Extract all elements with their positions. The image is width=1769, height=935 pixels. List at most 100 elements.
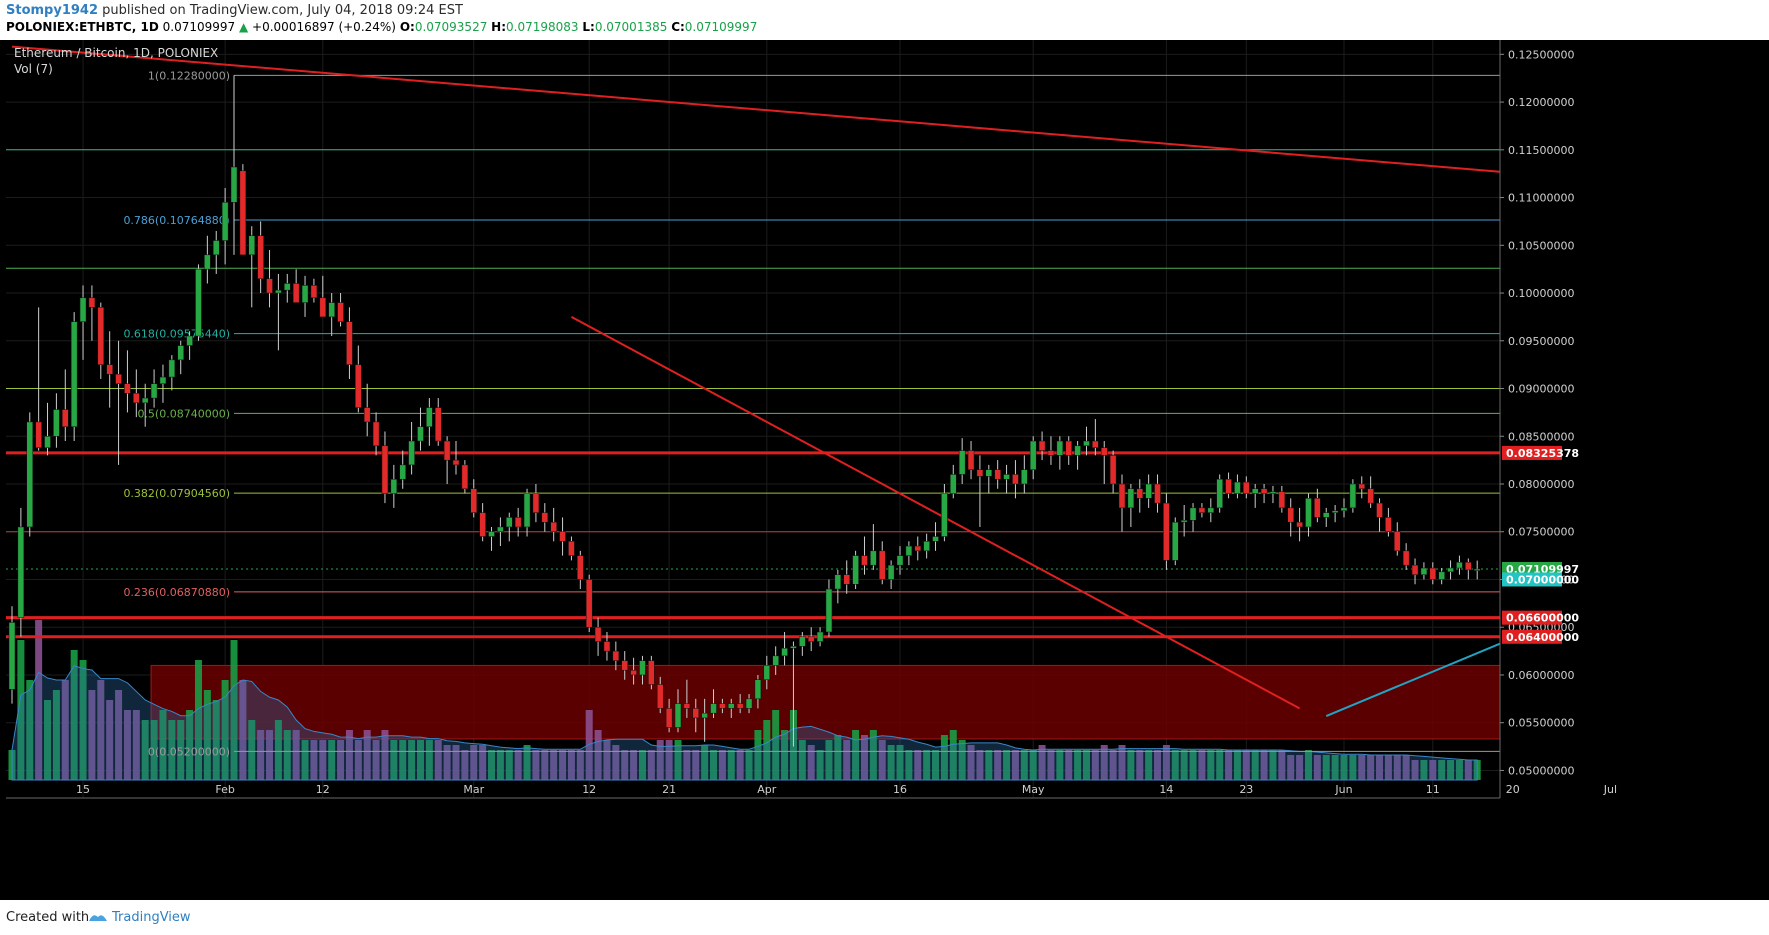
volume-bar bbox=[1331, 755, 1339, 780]
candle-body bbox=[168, 359, 176, 378]
candle-body bbox=[195, 268, 202, 337]
candle-body bbox=[941, 493, 948, 537]
candle-body bbox=[1473, 568, 1481, 571]
volume-bar bbox=[550, 750, 558, 780]
fibonacci-levels: 1(0.12280000) 0.786(0.10764880) 0.618(0.09… bbox=[123, 69, 1500, 758]
volume-bar bbox=[834, 735, 842, 780]
candle-body bbox=[26, 421, 34, 528]
volume-bar bbox=[1420, 760, 1428, 780]
candle-body bbox=[1198, 507, 1206, 513]
open-value: 0.07093527 bbox=[414, 20, 488, 34]
x-tick-label: 12 bbox=[582, 783, 596, 796]
candle-body bbox=[1243, 481, 1250, 494]
demand-zone-rect bbox=[150, 664, 1623, 740]
candle-body bbox=[248, 235, 256, 256]
volume-bar bbox=[523, 745, 531, 780]
volume-bar bbox=[239, 680, 247, 780]
volume-bar bbox=[416, 740, 424, 780]
candle-body bbox=[816, 631, 824, 642]
volume-bar bbox=[1376, 755, 1384, 780]
candle-body bbox=[630, 669, 637, 676]
candle-body bbox=[514, 517, 522, 528]
volume-bar bbox=[26, 680, 34, 780]
volume-bar bbox=[603, 740, 611, 780]
volume-bar bbox=[816, 750, 824, 780]
volume-bar bbox=[1011, 750, 1019, 780]
candle-body bbox=[887, 564, 895, 580]
candle-body bbox=[212, 240, 220, 256]
volume-bar bbox=[1109, 750, 1117, 780]
x-tick-label: Feb bbox=[215, 783, 234, 796]
volume-bar bbox=[1065, 750, 1073, 780]
candle-body bbox=[17, 526, 25, 618]
candle-body bbox=[443, 440, 451, 461]
x-tick-label: May bbox=[1022, 783, 1045, 796]
price-label: 0.08325378 bbox=[1506, 447, 1579, 460]
candle-body bbox=[434, 407, 442, 442]
candle-body bbox=[452, 459, 460, 466]
volume-bar bbox=[905, 750, 913, 780]
volume-bar bbox=[1216, 750, 1224, 780]
time-axis[interactable]: 15 Feb 12 Mar 12 21 Apr 16 May 14 23 Jun 11 20 Jul bbox=[6, 783, 1617, 799]
candle-body bbox=[843, 574, 850, 585]
candle-body bbox=[221, 202, 229, 241]
candle-body bbox=[1127, 488, 1135, 509]
candle-body bbox=[497, 526, 504, 532]
trendline bbox=[570, 316, 1301, 710]
volume-bar bbox=[1278, 750, 1286, 780]
candle-body bbox=[1047, 450, 1055, 456]
volume-bar bbox=[1358, 755, 1366, 780]
price-axis[interactable]: 0.12500000 0.12000000 0.11500000 0.11000000… bbox=[1499, 40, 1769, 900]
price-axis-panel bbox=[1500, 40, 1769, 900]
price-label: 0.06400000 bbox=[1506, 631, 1579, 644]
candle-body bbox=[621, 660, 628, 671]
candle-body bbox=[1092, 440, 1099, 448]
volume-bar bbox=[274, 720, 282, 780]
candle-body bbox=[1340, 507, 1348, 511]
candle-body bbox=[1269, 491, 1277, 494]
volume-bar bbox=[301, 740, 309, 780]
volume-bar bbox=[479, 745, 487, 780]
author-link[interactable]: Stompy1942 bbox=[6, 3, 99, 18]
y-tick-label: 0.10000000 bbox=[1508, 287, 1574, 300]
x-tick-label: 21 bbox=[662, 783, 676, 796]
volume-bar bbox=[505, 750, 513, 780]
candle-body bbox=[417, 426, 424, 442]
legend-title: Ethereum / Bitcoin, 1D, POLONIEX bbox=[14, 46, 218, 60]
tradingview-brand-link[interactable]: TradingView bbox=[112, 910, 191, 925]
symbol-label: POLONIEX:ETHBTC, 1D bbox=[6, 20, 159, 34]
candle-body bbox=[319, 297, 327, 318]
volume-bar bbox=[710, 750, 718, 780]
candle-body bbox=[932, 536, 939, 542]
candle-body bbox=[1376, 502, 1383, 518]
candle-body bbox=[1456, 562, 1463, 569]
volume-bar bbox=[1367, 755, 1375, 780]
low-label: L: bbox=[582, 20, 595, 34]
x-tick-label: 15 bbox=[76, 783, 90, 796]
volume-bar bbox=[399, 740, 407, 780]
volume-bar bbox=[381, 730, 389, 780]
volume-bar bbox=[638, 750, 646, 780]
volume-bar bbox=[1207, 750, 1215, 780]
price-chart[interactable]: 1(0.12280000) 0.786(0.10764880) 0.618(0.09… bbox=[0, 40, 1769, 900]
candle-body bbox=[976, 469, 984, 477]
candle-body bbox=[781, 647, 788, 657]
volume-bar bbox=[1384, 755, 1392, 780]
candle-body bbox=[1385, 517, 1392, 532]
candle-body bbox=[150, 383, 158, 399]
candle-body bbox=[950, 474, 957, 494]
chart-header: Stompy1942 published on TradingView.com,… bbox=[0, 0, 1769, 40]
volume-bar bbox=[132, 710, 140, 780]
y-tick-label: 0.07500000 bbox=[1508, 526, 1574, 539]
candle-body bbox=[532, 493, 540, 513]
fib-label: 0.236(0.06870880) bbox=[123, 586, 230, 599]
volume-bar bbox=[363, 730, 371, 780]
candle-body bbox=[1021, 469, 1028, 485]
y-tick-label: 0.08500000 bbox=[1508, 430, 1574, 443]
volume-bar bbox=[1287, 755, 1295, 780]
fib-label: 0.786(0.10764880) bbox=[123, 214, 230, 227]
candle-body bbox=[1225, 478, 1232, 494]
volume-bar bbox=[1074, 750, 1082, 780]
volume-bar bbox=[985, 750, 993, 780]
candle-body bbox=[62, 409, 69, 427]
